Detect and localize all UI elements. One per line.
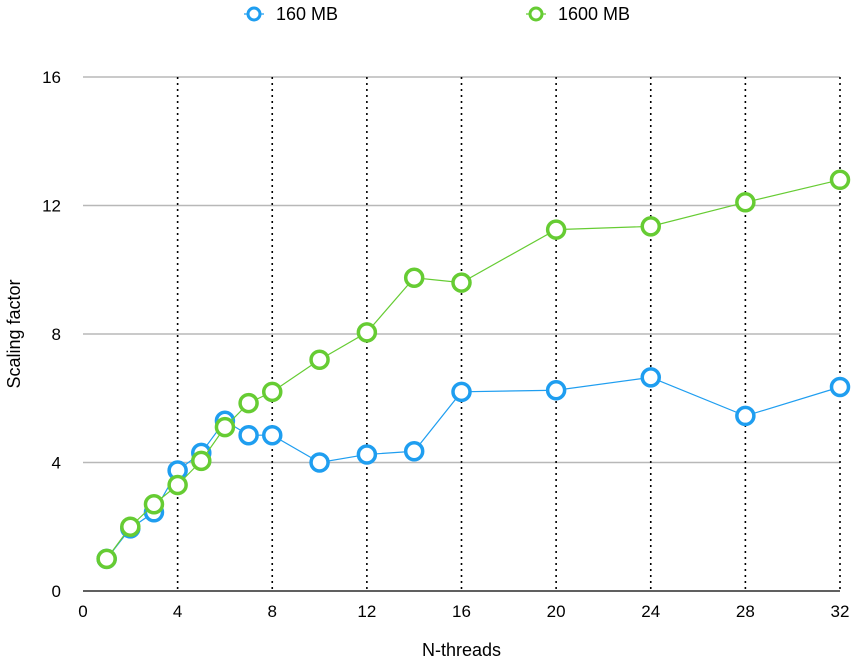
legend: 160 MB 1600 MB (244, 4, 630, 24)
y-tick-label-4: 4 (52, 454, 61, 473)
data-point-1600-mb (96, 548, 117, 570)
y-tick-label-12: 12 (42, 197, 61, 216)
data-point-1600-mb (309, 349, 330, 370)
x-tick-label-20: 20 (547, 602, 566, 621)
x-tick-label-28: 28 (736, 602, 755, 621)
y-tick-label-8: 8 (52, 325, 61, 344)
data-point-160-mb (309, 452, 330, 473)
series-line-160-mb (106, 376, 841, 560)
legend-marker-1600-mb (528, 6, 544, 22)
legend-marker-160-mb (246, 6, 262, 22)
y-tick-label-0: 0 (52, 582, 61, 601)
data-point-1600-mb (120, 516, 141, 537)
x-tick-label-8: 8 (268, 602, 277, 621)
data-point-1600-mb (735, 192, 756, 213)
x-tick-label-24: 24 (641, 602, 660, 621)
legend-label-160-mb: 160 MB (276, 4, 338, 24)
y-tick-label-16: 16 (42, 68, 61, 87)
legend-item-160-mb: 160 MB (244, 4, 338, 24)
data-point-160-mb (545, 379, 567, 401)
series-line-1600-mb (106, 179, 841, 560)
data-point-1600-mb (829, 169, 851, 191)
data-point-1600-mb (191, 450, 212, 472)
data-point-1600-mb (214, 416, 236, 438)
x-axis-label: N-threads (422, 640, 501, 660)
data-point-160-mb (356, 444, 378, 465)
y-axis-label: Scaling factor (4, 279, 24, 388)
data-point-1600-mb (143, 494, 165, 515)
x-tick-label-32: 32 (831, 602, 850, 621)
x-tick-label-16: 16 (452, 602, 471, 621)
legend-label-1600-mb: 1600 MB (558, 4, 630, 24)
data-point-1600-mb (238, 392, 259, 414)
legend-item-1600-mb: 1600 MB (526, 4, 630, 24)
data-point-160-mb (735, 405, 756, 427)
data-point-1600-mb (640, 216, 661, 237)
data-point-1600-mb (167, 474, 188, 496)
series (96, 169, 851, 570)
data-point-1600-mb (451, 272, 472, 293)
data-point-1600-mb (545, 219, 567, 240)
data-point-160-mb (640, 367, 661, 388)
series-160-mb (96, 367, 851, 570)
grid (83, 76, 841, 591)
data-point-1600-mb (403, 267, 425, 289)
axes: 0 4 8 12 16 0 4 8 12 16 20 24 28 32 (42, 68, 849, 621)
data-point-160-mb (238, 424, 259, 446)
data-point-160-mb (262, 424, 283, 446)
data-point-1600-mb (262, 381, 283, 403)
x-tick-label-4: 4 (173, 602, 182, 621)
x-tick-label-12: 12 (357, 602, 376, 621)
data-point-160-mb (451, 381, 472, 403)
data-point-160-mb (403, 441, 425, 462)
series-1600-mb (96, 169, 851, 570)
data-point-160-mb (829, 376, 851, 398)
data-point-1600-mb (356, 322, 378, 343)
x-tick-label-0: 0 (78, 602, 87, 621)
